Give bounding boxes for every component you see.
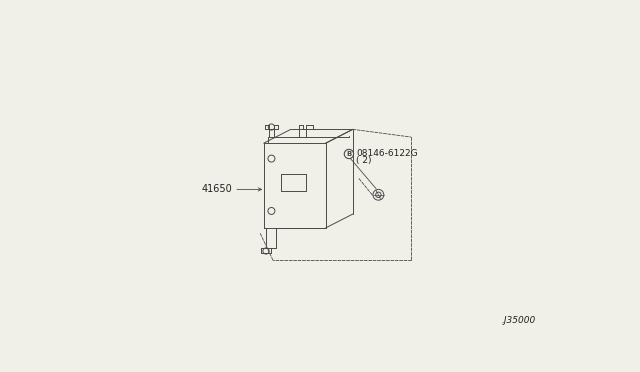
Text: .J35000: .J35000 bbox=[502, 316, 536, 325]
Text: B: B bbox=[346, 151, 351, 157]
Text: 08146-6122G: 08146-6122G bbox=[356, 149, 417, 158]
Text: ( 2): ( 2) bbox=[356, 155, 371, 165]
Text: 41650: 41650 bbox=[201, 185, 232, 195]
